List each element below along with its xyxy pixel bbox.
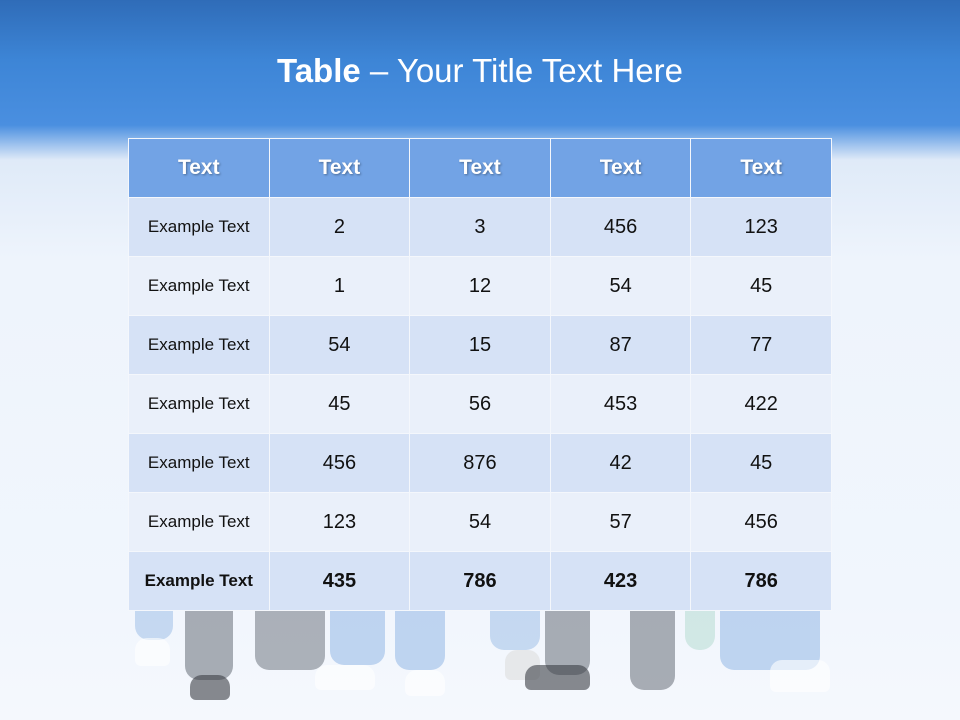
value-cell: 12 <box>409 256 551 316</box>
value-cell: 45 <box>268 374 411 434</box>
value-cell: 456 <box>268 433 411 493</box>
table-row: Example Text 1 12 54 45 <box>128 256 832 316</box>
row-label-cell: Example Text <box>128 315 270 375</box>
value-cell: 786 <box>690 551 832 611</box>
row-label-cell: Example Text <box>128 492 270 552</box>
value-cell: 1 <box>268 256 411 316</box>
value-cell: 786 <box>409 551 551 611</box>
value-cell: 42 <box>549 433 692 493</box>
total-row: Example Text 435 786 423 786 <box>128 551 832 611</box>
column-header: Text <box>268 138 411 198</box>
table-row: Example Text 456 876 42 45 <box>128 433 832 493</box>
slide-title: Table – Your Title Text Here <box>0 52 960 90</box>
value-cell: 453 <box>549 374 692 434</box>
value-cell: 54 <box>549 256 692 316</box>
table-row: Example Text 54 15 87 77 <box>128 315 832 375</box>
value-cell: 45 <box>690 256 832 316</box>
row-label-cell: Example Text <box>128 197 270 257</box>
value-cell: 2 <box>268 197 411 257</box>
row-label-cell: Example Text <box>128 433 270 493</box>
column-header: Text <box>549 138 692 198</box>
value-cell: 45 <box>690 433 832 493</box>
value-cell: 3 <box>409 197 551 257</box>
value-cell: 54 <box>268 315 411 375</box>
value-cell: 123 <box>268 492 411 552</box>
title-bold: Table <box>277 52 361 89</box>
row-label-cell: Example Text <box>128 256 270 316</box>
data-table: Text Text Text Text Text Example Text 2 3 4… <box>128 138 832 611</box>
value-cell: 456 <box>690 492 832 552</box>
value-cell: 422 <box>690 374 832 434</box>
value-cell: 456 <box>549 197 692 257</box>
value-cell: 56 <box>409 374 551 434</box>
table-row: Example Text 45 56 453 422 <box>128 374 832 434</box>
column-header: Text <box>690 138 832 198</box>
table-row: Example Text 123 54 57 456 <box>128 492 832 552</box>
value-cell: 123 <box>690 197 832 257</box>
title-rest: – Your Title Text Here <box>360 52 683 89</box>
column-header: Text <box>409 138 551 198</box>
value-cell: 15 <box>409 315 551 375</box>
value-cell: 87 <box>549 315 692 375</box>
value-cell: 423 <box>549 551 692 611</box>
value-cell: 876 <box>409 433 551 493</box>
column-header: Text <box>128 138 270 198</box>
value-cell: 54 <box>409 492 551 552</box>
row-label-cell: Example Text <box>128 374 270 434</box>
value-cell: 57 <box>549 492 692 552</box>
table-row: Example Text 2 3 456 123 <box>128 197 832 257</box>
background-photo-legs <box>130 610 830 720</box>
value-cell: 77 <box>690 315 832 375</box>
value-cell: 435 <box>268 551 411 611</box>
row-label-cell: Example Text <box>128 551 270 611</box>
header-row: Text Text Text Text Text <box>128 138 832 198</box>
